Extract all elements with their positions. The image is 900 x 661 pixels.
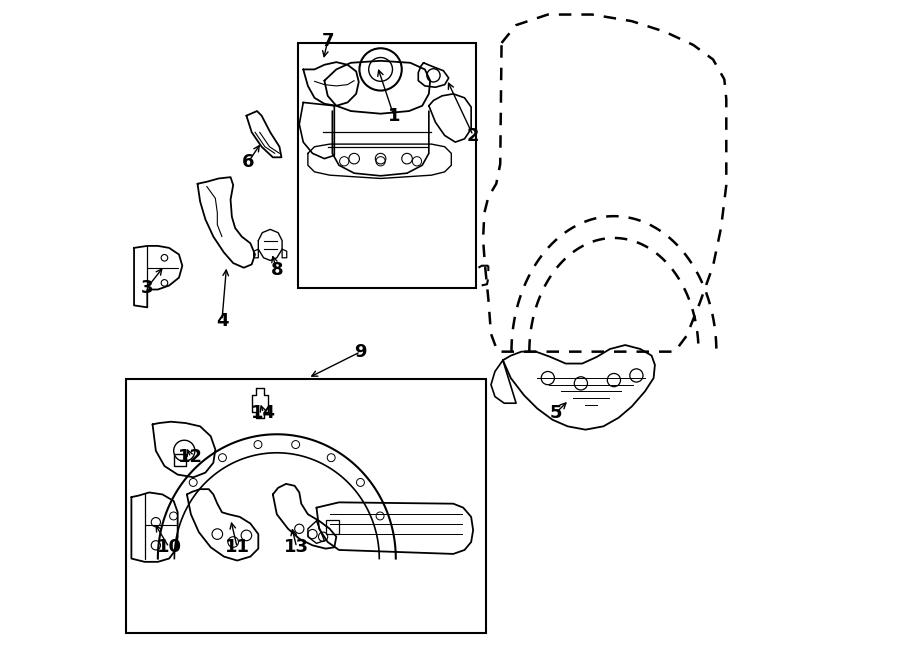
Text: 13: 13 [284,538,309,557]
Text: 4: 4 [216,311,229,330]
Bar [298,43,476,288]
Bar [326,520,339,534]
Text: 14: 14 [251,404,276,422]
Bar [174,454,185,466]
Text: 9: 9 [355,342,367,361]
Bar [126,379,486,633]
Text: 7: 7 [321,32,334,50]
Text: 3: 3 [141,278,154,297]
Text: 1: 1 [388,106,400,125]
Text: 8: 8 [271,260,284,279]
Text: 11: 11 [225,538,249,557]
Text: 10: 10 [157,538,182,557]
Text: 12: 12 [178,448,203,467]
Text: 5: 5 [550,404,562,422]
Text: 2: 2 [467,126,480,145]
Text: 6: 6 [242,153,255,171]
